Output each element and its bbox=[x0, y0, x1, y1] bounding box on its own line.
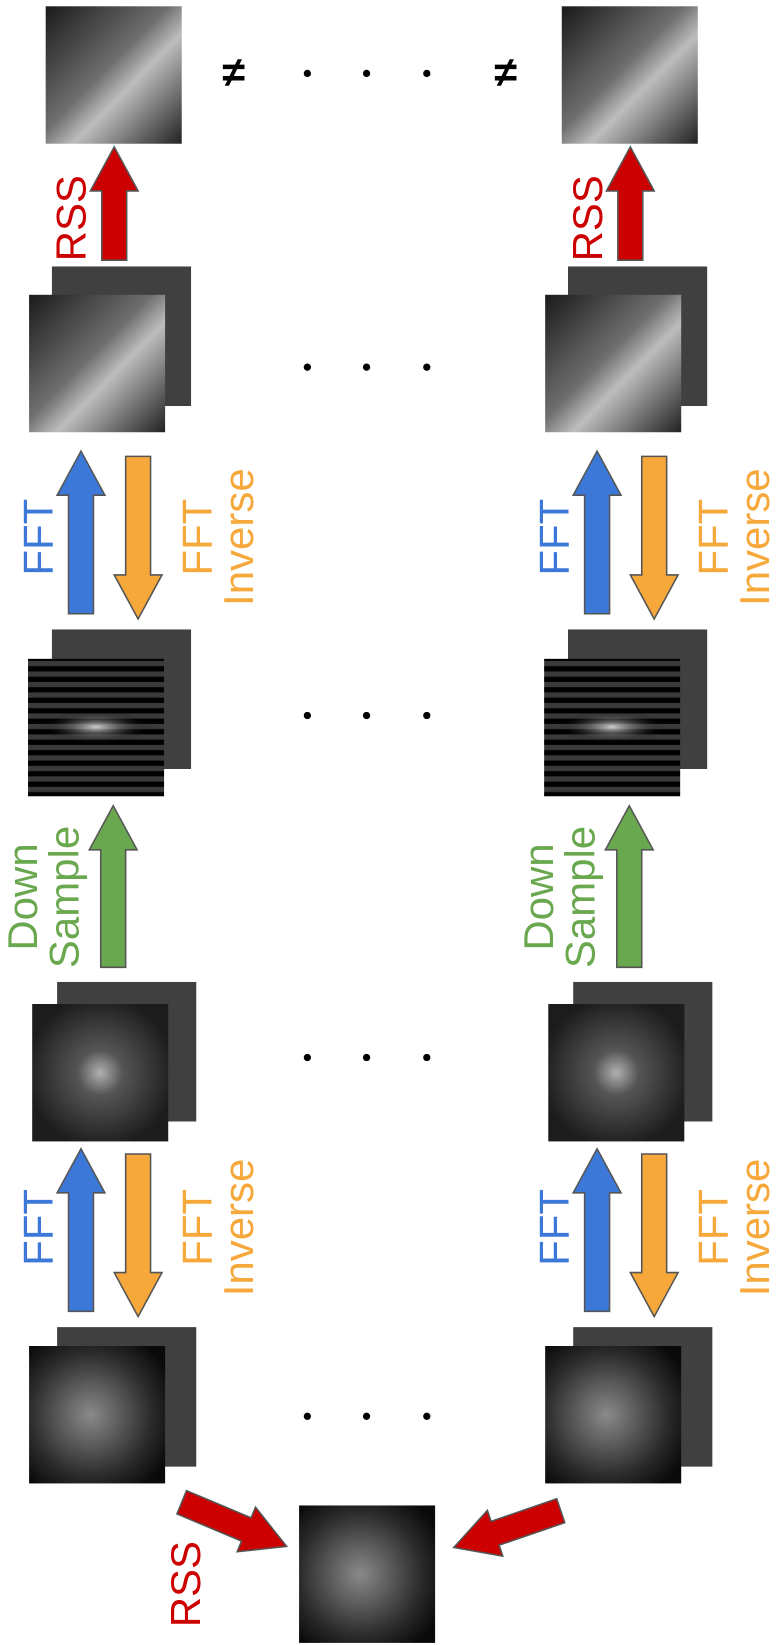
arrow bbox=[573, 1149, 621, 1312]
image bbox=[562, 6, 698, 143]
label: FFT bbox=[690, 1189, 737, 1266]
diagram: RSSFFTFFTInverseDownSampleFFTFFTInverseR… bbox=[0, 0, 784, 1645]
image bbox=[299, 1505, 435, 1642]
arrow bbox=[630, 1154, 678, 1317]
ellipsis-dot bbox=[304, 364, 311, 371]
label: RSS bbox=[48, 175, 95, 261]
ellipsis-dot bbox=[363, 364, 370, 371]
label: FFT bbox=[15, 499, 62, 576]
arrow bbox=[454, 1499, 565, 1556]
ellipsis-dot bbox=[423, 364, 430, 371]
page: RSSFFTFFTInverseDownSampleFFTFFTInverseR… bbox=[0, 0, 784, 1645]
ellipsis-dot bbox=[363, 70, 370, 77]
image bbox=[32, 1004, 168, 1141]
image bbox=[46, 6, 182, 143]
label: RSS bbox=[564, 175, 611, 261]
not-equal: ≠ bbox=[222, 48, 245, 95]
ellipsis-dot bbox=[304, 1413, 311, 1420]
image-center bbox=[544, 706, 680, 748]
label: Sample bbox=[41, 826, 88, 968]
image bbox=[29, 1346, 165, 1483]
image-center bbox=[28, 706, 164, 748]
label: RSS bbox=[162, 1541, 209, 1627]
arrow bbox=[114, 456, 162, 619]
label: Inverse bbox=[215, 1159, 262, 1297]
ellipsis-dot bbox=[304, 70, 311, 77]
arrow bbox=[630, 456, 678, 619]
ellipsis-dot bbox=[363, 1054, 370, 1061]
arrow bbox=[114, 1154, 162, 1317]
ellipsis-dot bbox=[363, 712, 370, 719]
label: Down bbox=[515, 843, 562, 950]
image bbox=[548, 1004, 684, 1141]
image bbox=[545, 1346, 681, 1483]
label: FFT bbox=[690, 499, 737, 576]
ellipsis-dot bbox=[304, 712, 311, 719]
ellipsis-dot bbox=[363, 1413, 370, 1420]
image bbox=[545, 295, 681, 432]
arrow bbox=[89, 806, 137, 968]
label: Down bbox=[0, 843, 46, 950]
ellipsis-dot bbox=[423, 712, 430, 719]
arrow bbox=[57, 1149, 105, 1312]
arrow bbox=[90, 147, 138, 260]
ellipsis-dot bbox=[423, 1054, 430, 1061]
not-equal: ≠ bbox=[494, 48, 517, 95]
label: FFT bbox=[174, 499, 221, 576]
arrow bbox=[605, 806, 653, 968]
arrow bbox=[57, 451, 105, 614]
ellipsis-dot bbox=[423, 1413, 430, 1420]
image bbox=[29, 295, 165, 432]
label: FFT bbox=[531, 1189, 578, 1266]
label: Sample bbox=[557, 826, 604, 968]
ellipsis-dot bbox=[423, 70, 430, 77]
label: Inverse bbox=[731, 468, 778, 606]
label: FFT bbox=[531, 499, 578, 576]
arrow bbox=[573, 451, 621, 614]
label: FFT bbox=[15, 1189, 62, 1266]
arrow bbox=[606, 147, 654, 260]
label: Inverse bbox=[215, 468, 262, 606]
ellipsis-dot bbox=[304, 1054, 311, 1061]
label: Inverse bbox=[731, 1159, 778, 1297]
label: FFT bbox=[174, 1189, 221, 1266]
